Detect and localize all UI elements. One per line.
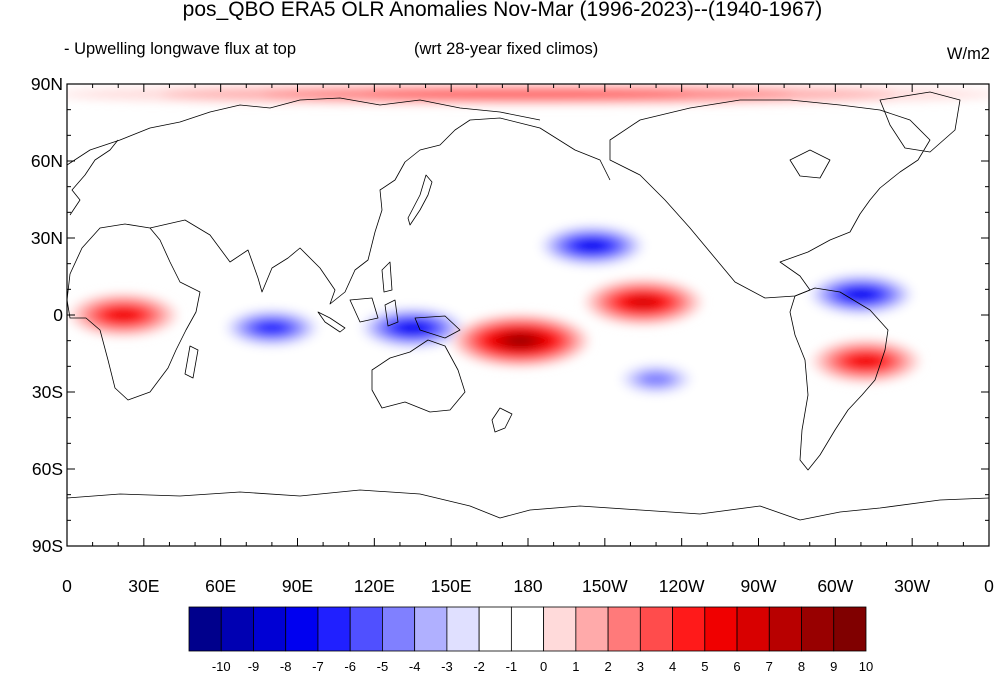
colorbar-label: -2 [473,659,485,674]
colorbar-swatch [672,606,706,652]
colorbar-swatch [801,606,835,652]
center-subtitle: (wrt 28-year fixed climos) [414,40,599,58]
lon-tick-label: 30E [128,576,159,596]
colorbar-swatch [446,606,480,652]
lon-tick-label: 60E [205,576,236,596]
lon-tick-label: 0 [984,576,994,596]
anomaly-contour [110,309,137,321]
colorbar-label: -5 [377,659,389,674]
lon-tick-label: 120E [354,576,395,596]
colorbar-label: 10 [859,659,873,674]
colorbar-label: -10 [212,659,231,674]
lat-tick-label: 90S [32,536,63,556]
lon-tick-label: 90E [282,576,313,596]
colorbar-label: 8 [798,659,805,674]
colorbar-label: 3 [637,659,644,674]
colorbar-label: -3 [441,659,453,674]
colorbar: -10 -9 -8 -7 -6 -5 -4 -3 -2 -1 0 1 2 3 4 5 6 7 8 9 10 [188,606,873,674]
colorbar-label: 2 [604,659,611,674]
anomaly-contour [630,297,656,308]
colorbar-label: 4 [669,659,676,674]
lat-tick-label: 0 [53,305,63,325]
colorbar-swatch [704,606,738,652]
anomaly-contour [508,336,532,346]
colorbar-label: -9 [248,659,260,674]
colorbar-label: 1 [572,659,579,674]
lon-tick-label: 90W [741,576,777,596]
lon-tick-label: 0 [62,576,72,596]
colorbar-swatch [736,606,770,652]
map-axes: 90N 60N 30N 0 30S 60S 90S 0 30E 60E 90E 120E 150E 180… [31,74,994,596]
lon-tick-label: 30W [894,576,930,596]
left-subtitle: - Upwelling longwave flux at top [64,40,297,58]
colorbar-label: 6 [733,659,740,674]
colorbar-label: -4 [409,659,421,674]
anomaly-contour [364,90,692,98]
anomaly-field [67,84,989,398]
colorbar-swatch [285,606,319,652]
anomaly-contour [579,240,605,251]
units-label: W/m2 [946,45,990,63]
colorbar-swatch [639,606,673,652]
anomaly-contour [258,322,285,334]
colorbar-label: 5 [701,659,708,674]
colorbar-label: 0 [540,659,547,674]
colorbar-swatch [768,606,802,652]
colorbar-label: -6 [344,659,356,674]
colorbar-label: 7 [766,659,773,674]
colorbar-swatch [317,606,351,652]
colorbar-swatch [575,606,609,652]
colorbar-swatch [382,606,416,652]
colorbar-label: -7 [312,659,324,674]
colorbar-label: -1 [506,659,518,674]
anomaly-contour [848,289,874,300]
colorbar-swatch [543,606,577,652]
colorbar-swatch [607,606,641,652]
lat-tick-label: 90N [31,74,63,94]
lat-tick-label: 60S [32,459,63,479]
anomaly-contour [640,372,672,386]
lat-tick-label: 30N [31,228,63,248]
lon-tick-label: 180 [513,576,542,596]
colorbar-swatch [478,606,512,652]
lon-tick-label: 150E [431,576,472,596]
colorbar-swatch [188,606,222,652]
colorbar-label: -8 [280,659,292,674]
chart-title: pos_QBO ERA5 OLR Anomalies Nov-Mar (1996… [182,0,823,21]
colorbar-label: 9 [830,659,837,674]
lat-tick-label: 60N [31,151,63,171]
anomaly-contour [400,322,426,333]
colorbar-swatch [833,606,867,652]
colorbar-swatch [414,606,448,652]
lon-tick-label: 120W [659,576,705,596]
lat-tick-label: 30S [32,382,63,402]
anomaly-contour [852,356,880,367]
lon-tick-label: 150W [582,576,628,596]
coastlines [67,91,989,521]
colorbar-swatch [253,606,287,652]
colorbar-swatch [510,606,545,652]
lon-tick-label: 60W [817,576,853,596]
colorbar-swatch [349,606,383,652]
colorbar-swatch [220,606,254,652]
